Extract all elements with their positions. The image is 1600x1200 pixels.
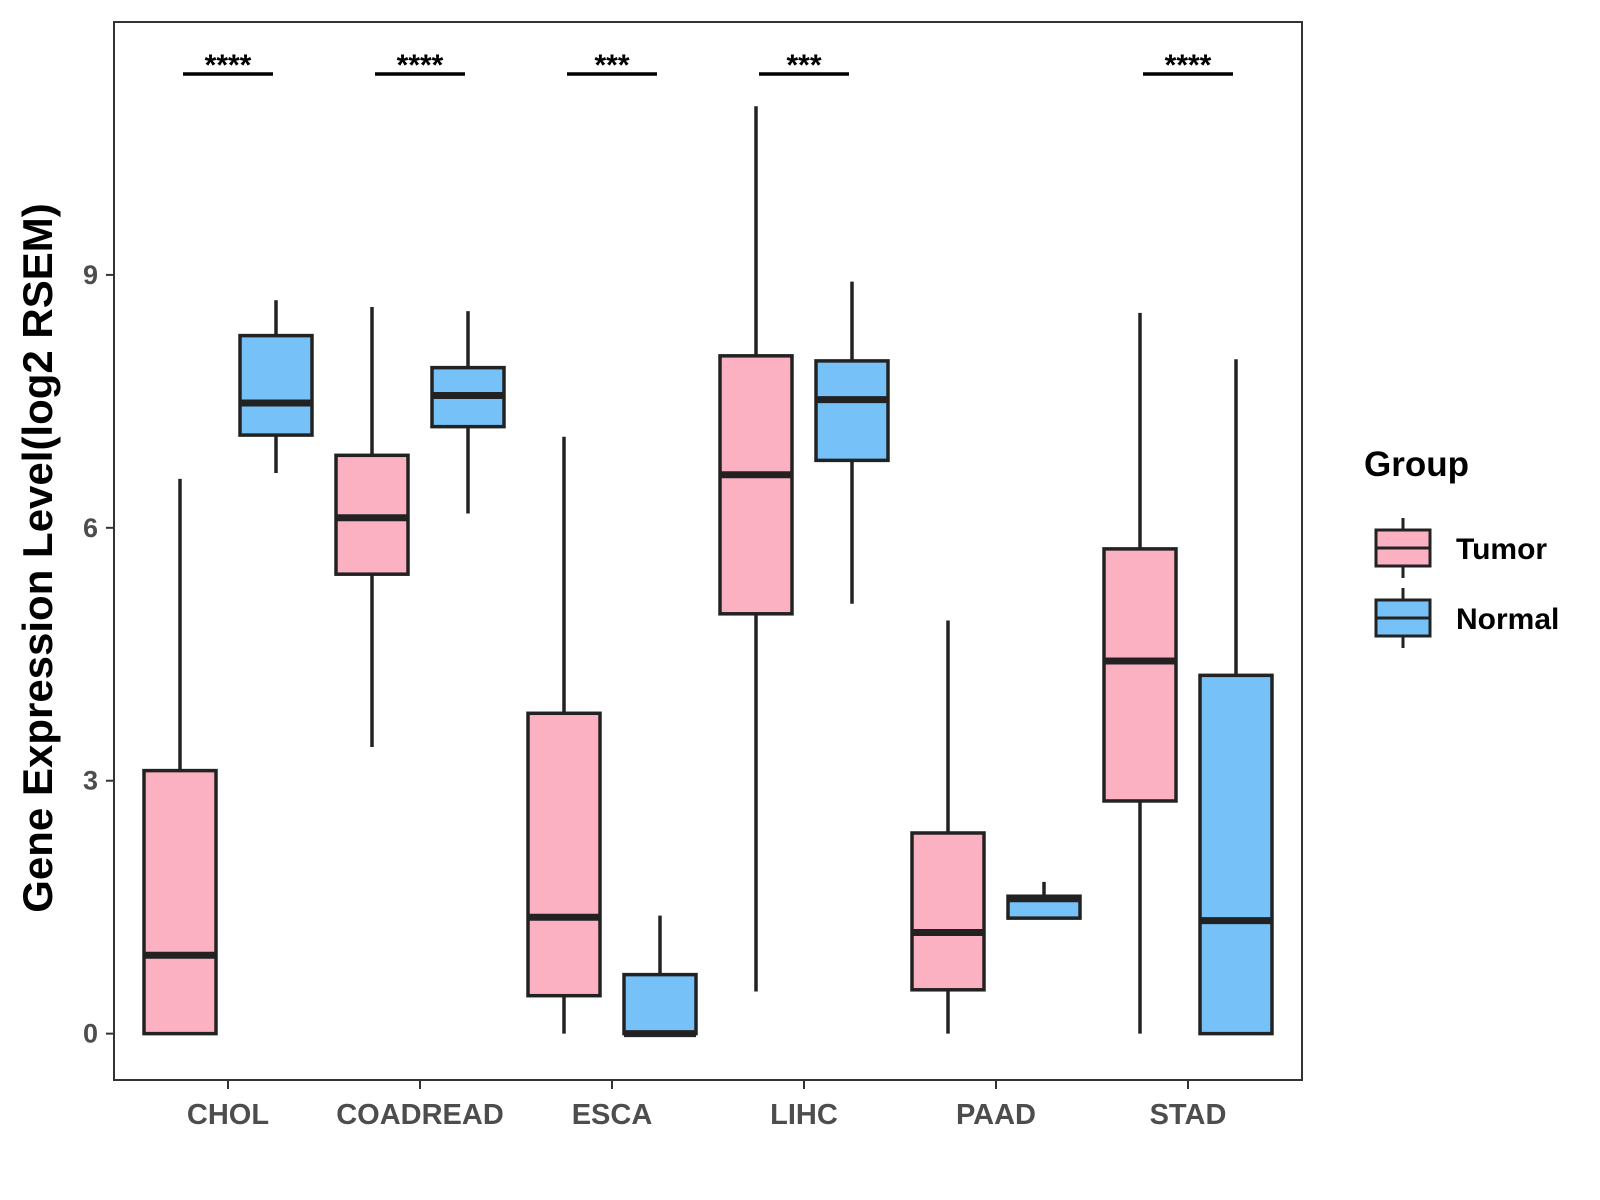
x-tick-label: ESCA [572,1099,653,1131]
box-normal-stad [1198,673,1274,1036]
y-tick-label: 9 [83,260,98,290]
box-normal-lihc [814,359,890,463]
box-tumor-stad [1102,547,1178,803]
box-tumor-lihc [718,354,794,616]
x-tick-label: COADREAD [336,1099,504,1131]
legend-label-normal: Normal [1456,603,1559,636]
y-axis-title: Gene Expression Level(log2 RSEM) [14,203,61,913]
significance-label: *** [594,49,629,82]
x-tick-label: STAD [1150,1099,1227,1131]
legend-title: Group [1364,445,1469,484]
significance-label: *** [786,49,821,82]
legend-label-tumor: Tumor [1456,533,1547,566]
y-tick-label: 0 [83,1019,98,1049]
box-normal-esca [622,972,698,1036]
y-tick-label: 3 [83,766,98,796]
x-tick-label: CHOL [187,1099,269,1131]
box-normal-chol [238,333,314,437]
y-tick-label: 6 [83,513,98,543]
significance-label: **** [397,49,444,82]
x-tick-label: PAAD [956,1099,1036,1131]
box-tumor-chol [142,768,218,1036]
box-tumor-esca [526,711,602,998]
significance-label: **** [205,49,252,82]
plot-panel-border [113,21,1303,1081]
legend: Group Tumor Normal [1364,445,1559,648]
x-tick-label: LIHC [770,1099,838,1131]
box-tumor-paad [910,831,986,992]
significance-label: **** [1165,49,1212,82]
